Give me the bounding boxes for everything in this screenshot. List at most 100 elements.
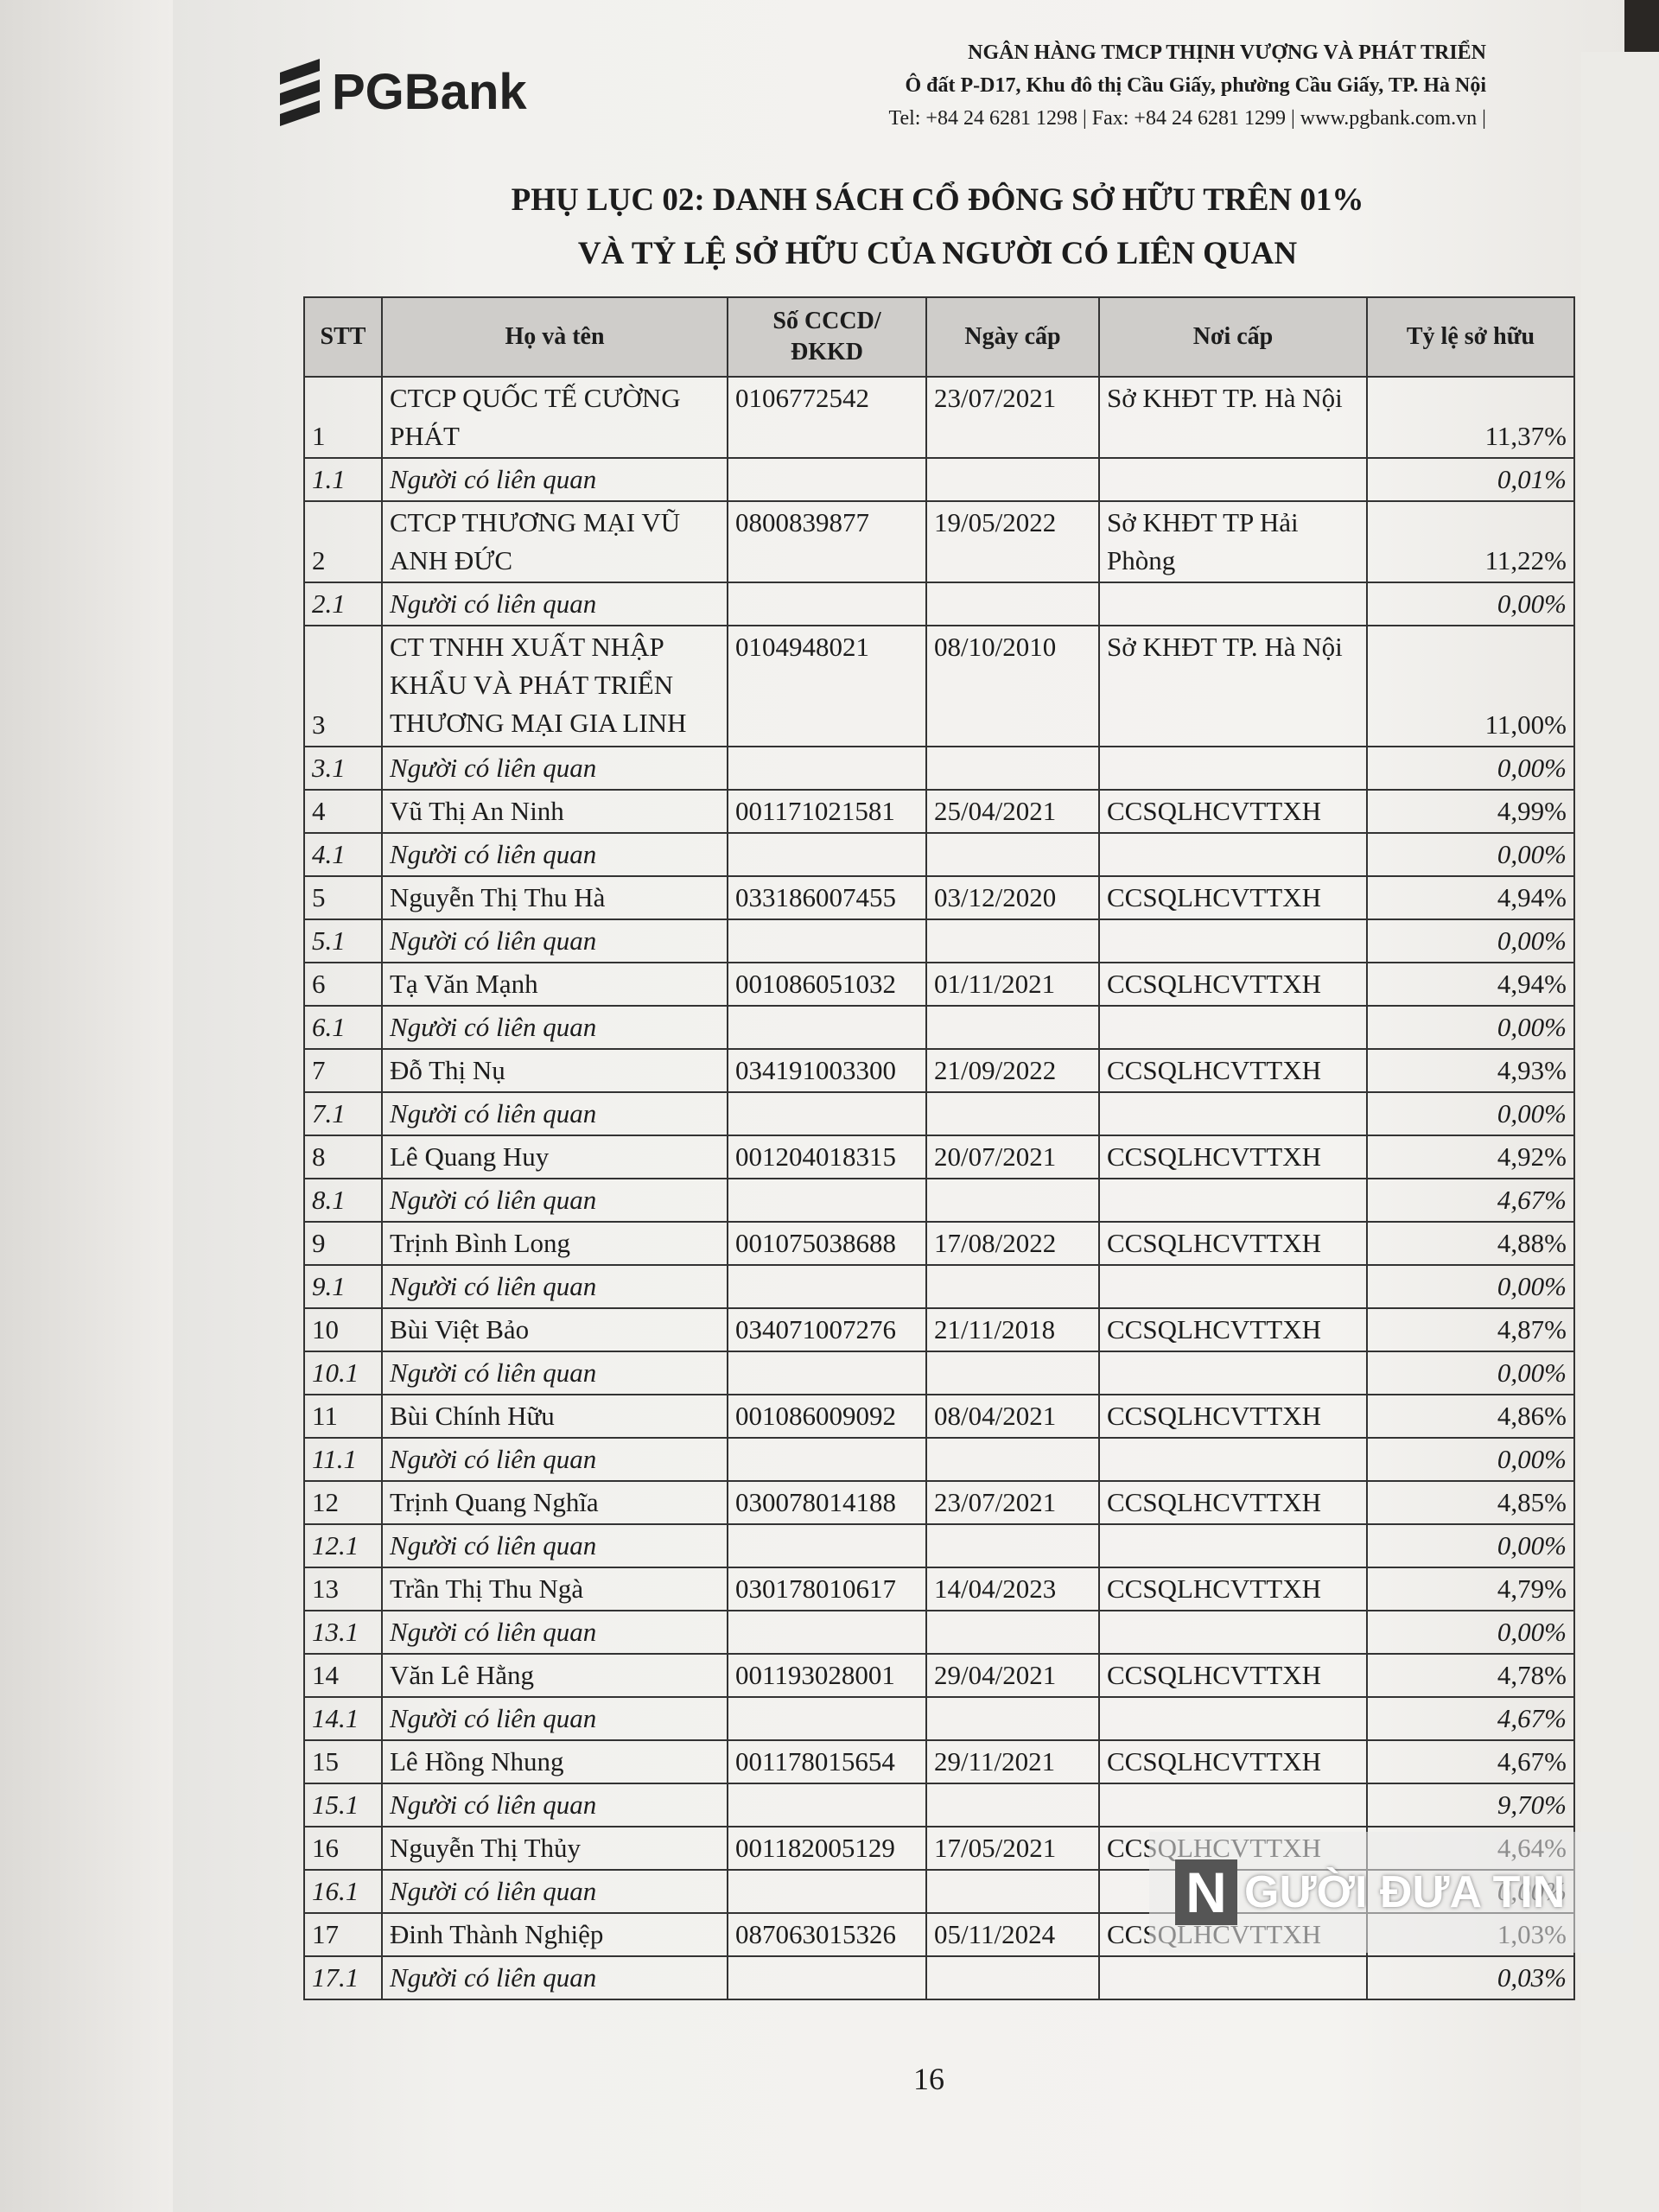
bank-info: NGÂN HÀNG TMCP THỊNH VƯỢNG VÀ PHÁT TRIỂN… <box>888 36 1486 135</box>
related-row: 2.1 Người có liên quan 0,00% <box>303 582 1575 626</box>
cell-stt: 9 <box>303 1221 383 1266</box>
cell-stt: 7 <box>303 1048 383 1093</box>
cell-issuer <box>1098 832 1368 877</box>
title-line: PHỤ LỤC 02: DANH SÁCH CỔ ĐÔNG SỞ HỮU TRÊ… <box>511 182 1364 218</box>
shareholder-row: 14 Văn Lê Hằng 001193028001 29/04/2021 CCSQL… <box>303 1653 1575 1698</box>
bank-address: Ô đất P-D17, Khu đô thị Cầu Giấy, phường… <box>905 74 1486 97</box>
cell-issuer <box>1098 1264 1368 1309</box>
cell-date: 29/11/2021 <box>925 1739 1100 1784</box>
cell-stt: 2 <box>303 500 383 583</box>
cell-name: Văn Lê Hằng <box>381 1653 728 1698</box>
cell-id: 001075038688 <box>727 1221 927 1266</box>
cell-date <box>925 1351 1100 1395</box>
cell-ratio: 0,00% <box>1366 1005 1575 1050</box>
cell-stt: 6.1 <box>303 1005 383 1050</box>
cell-date <box>925 1437 1100 1482</box>
cell-date <box>925 832 1100 877</box>
cell-issuer <box>1098 1351 1368 1395</box>
cell-stt: 12 <box>303 1480 383 1525</box>
cell-stt: 17.1 <box>303 1955 383 2000</box>
shareholder-row: 13 Trần Thị Thu Ngà 030178010617 14/04/2023… <box>303 1567 1575 1611</box>
cell-stt: 10.1 <box>303 1351 383 1395</box>
cell-name: Người có liên quan <box>381 457 728 502</box>
cell-name: Nguyễn Thị Thủy <box>381 1826 728 1871</box>
cell-stt: 16.1 <box>303 1869 383 1914</box>
cell-id: 0106772542 <box>727 376 927 459</box>
cell-date <box>925 1955 1100 2000</box>
cell-ratio: 4,79% <box>1366 1567 1575 1611</box>
cell-id <box>727 1783 927 1827</box>
cell-id <box>727 1610 927 1655</box>
cell-id: 087063015326 <box>727 1912 927 1957</box>
cell-issuer: CCSQLHCVTTXH <box>1098 962 1368 1007</box>
cell-stt: 4 <box>303 789 383 834</box>
cell-stt: 15.1 <box>303 1783 383 1827</box>
cell-stt: 1.1 <box>303 457 383 502</box>
logo-text: PGBank <box>332 63 527 120</box>
cell-issuer <box>1098 1783 1368 1827</box>
cell-issuer: CCSQLHCVTTXH <box>1098 1480 1368 1525</box>
cell-ratio: 11,22% <box>1366 500 1575 583</box>
shareholder-row: 6 Tạ Văn Mạnh 001086051032 01/11/2021 CCSQLH… <box>303 962 1575 1007</box>
cell-stt: 2.1 <box>303 582 383 626</box>
cell-date <box>925 918 1100 963</box>
cell-name: Bùi Chính Hữu <box>381 1394 728 1439</box>
cell-stt: 1 <box>303 376 383 459</box>
shareholder-row: 2 CTCP THƯƠNG MẠI VŨ ANH ĐỨC 0800839877 19/… <box>303 500 1575 583</box>
logo-icon <box>280 59 320 126</box>
cell-id <box>727 1955 927 2000</box>
cell-id <box>727 457 927 502</box>
cell-name: Người có liên quan <box>381 1178 728 1223</box>
cell-id <box>727 582 927 626</box>
shareholder-row: 1 CTCP QUỐC TẾ CƯỜNG PHÁT 0106772542 23/07/… <box>303 376 1575 459</box>
cell-ratio: 4,99% <box>1366 789 1575 834</box>
cell-id <box>727 1437 927 1482</box>
bank-name: NGÂN HÀNG TMCP THỊNH VƯỢNG VÀ PHÁT TRIỂN <box>968 41 1486 64</box>
related-row: 7.1 Người có liên quan 0,00% <box>303 1091 1575 1136</box>
cell-stt: 13 <box>303 1567 383 1611</box>
cell-id: 034191003300 <box>727 1048 927 1093</box>
cell-id: 001178015654 <box>727 1739 927 1784</box>
cell-date: 01/11/2021 <box>925 962 1100 1007</box>
cell-stt: 9.1 <box>303 1264 383 1309</box>
related-row: 4.1 Người có liên quan 0,00% <box>303 832 1575 877</box>
cell-ratio: 4,94% <box>1366 875 1575 920</box>
cell-id <box>727 1005 927 1050</box>
cell-issuer <box>1098 1955 1368 2000</box>
cell-issuer: CCSQLHCVTTXH <box>1098 1048 1368 1093</box>
cell-issuer <box>1098 746 1368 791</box>
cell-name: Trịnh Bình Long <box>381 1221 728 1266</box>
column-header: Tỷ lệ sở hữu <box>1366 296 1575 378</box>
cell-id: 001193028001 <box>727 1653 927 1698</box>
cell-name: Người có liên quan <box>381 1005 728 1050</box>
cell-ratio: 0,00% <box>1366 1610 1575 1655</box>
cell-name: Người có liên quan <box>381 582 728 626</box>
cell-issuer: CCSQLHCVTTXH <box>1098 1221 1368 1266</box>
cell-id <box>727 1696 927 1741</box>
cell-ratio: 4,85% <box>1366 1480 1575 1525</box>
cell-date <box>925 1091 1100 1136</box>
shareholder-row: 15 Lê Hồng Nhung 001178015654 29/11/2021 CCS… <box>303 1739 1575 1784</box>
cell-stt: 3.1 <box>303 746 383 791</box>
left-page <box>0 0 173 2212</box>
cell-id <box>727 1351 927 1395</box>
cell-issuer: Sở KHĐT TP Hải Phòng <box>1098 500 1368 583</box>
cell-name: Tạ Văn Mạnh <box>381 962 728 1007</box>
cell-date: 14/04/2023 <box>925 1567 1100 1611</box>
cell-date <box>925 1264 1100 1309</box>
cell-ratio: 0,01% <box>1366 457 1575 502</box>
cell-ratio: 0,00% <box>1366 1264 1575 1309</box>
cell-name: Người có liên quan <box>381 1783 728 1827</box>
cell-stt: 12.1 <box>303 1523 383 1568</box>
shareholder-table: STT Họ và tên Số CCCD/ ĐKKD Ngày cấp Nơi cấp… <box>303 296 1575 2000</box>
title-line: VÀ TỶ LỆ SỞ HỮU CỦA NGƯỜI CÓ LIÊN QUAN <box>577 236 1298 271</box>
column-header: Số CCCD/ ĐKKD <box>727 296 927 378</box>
cell-stt: 8.1 <box>303 1178 383 1223</box>
shareholder-row: 5 Nguyễn Thị Thu Hà 033186007455 03/12/2020… <box>303 875 1575 920</box>
column-header: Ngày cấp <box>925 296 1100 378</box>
cell-date <box>925 1005 1100 1050</box>
cell-ratio: 0,00% <box>1366 746 1575 791</box>
shareholder-row: 11 Bùi Chính Hữu 001086009092 08/04/2021 CCS… <box>303 1394 1575 1439</box>
cell-issuer <box>1098 1523 1368 1568</box>
cell-id <box>727 1264 927 1309</box>
